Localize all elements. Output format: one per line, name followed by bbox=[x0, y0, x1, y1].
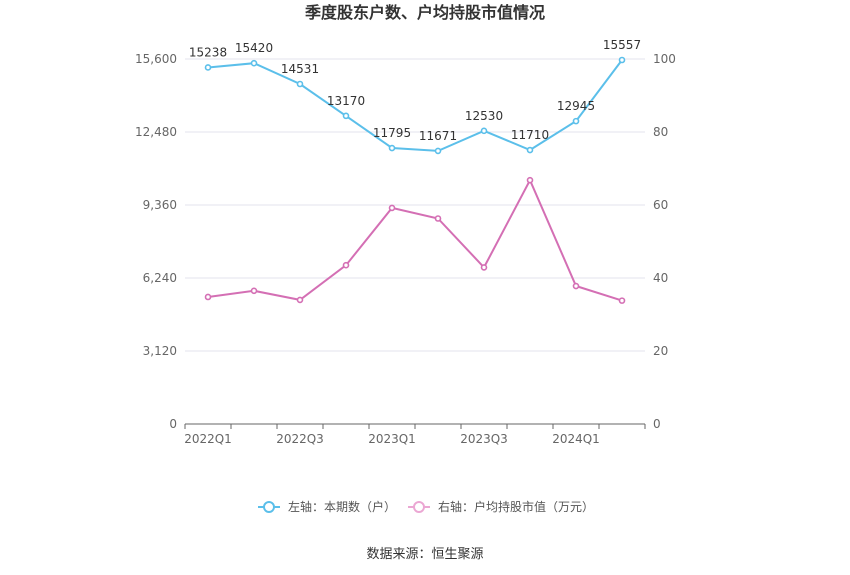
data-label: 12530 bbox=[465, 109, 503, 123]
y-right-tick-label: 100 bbox=[653, 52, 676, 66]
y-right-tick-label: 0 bbox=[653, 417, 661, 431]
data-label: 15238 bbox=[189, 45, 227, 59]
data-point bbox=[480, 127, 488, 135]
series-line-2 bbox=[207, 177, 623, 302]
y-left-tick-label: 0 bbox=[169, 417, 177, 431]
legend-label: 左轴：本期数（户） bbox=[288, 499, 396, 514]
data-point bbox=[618, 56, 626, 64]
y-left-tick-label: 15,600 bbox=[135, 52, 177, 66]
legend: 左轴：本期数（户） 右轴：户均持股市值（万元） bbox=[258, 499, 594, 514]
legend-label: 右轴：户均持股市值（万元） bbox=[438, 499, 594, 514]
data-point bbox=[296, 80, 304, 88]
series-line-1 bbox=[207, 59, 623, 152]
data-point bbox=[388, 204, 396, 212]
data-point bbox=[296, 296, 304, 304]
data-label: 12945 bbox=[557, 99, 595, 113]
y-right-tick-label: 40 bbox=[653, 271, 668, 285]
data-point bbox=[250, 59, 258, 67]
y-left-tick-label: 9,360 bbox=[143, 198, 177, 212]
data-point bbox=[618, 297, 626, 304]
data-point bbox=[250, 287, 258, 295]
y-right-tick-label: 80 bbox=[653, 125, 668, 139]
data-point bbox=[434, 215, 442, 222]
data-label: 11795 bbox=[373, 126, 411, 140]
data-point bbox=[434, 147, 442, 155]
data-label: 15420 bbox=[235, 41, 273, 55]
data-point bbox=[204, 64, 212, 71]
x-tick-label: 2022Q3 bbox=[276, 432, 324, 446]
data-point bbox=[572, 117, 580, 125]
data-label: 11710 bbox=[511, 128, 549, 142]
data-point bbox=[526, 146, 534, 154]
axes: 0 3,120 6,240 9,360 12,480 15,600 0 20 40 60 80 100… bbox=[135, 52, 676, 446]
y-right-tick-label: 60 bbox=[653, 198, 668, 212]
data-source: 数据来源：恒生聚源 bbox=[366, 547, 483, 562]
y-left-tick-label: 6,240 bbox=[143, 271, 177, 285]
grid-lines bbox=[185, 58, 645, 352]
data-point bbox=[204, 293, 212, 301]
x-tick-label: 2022Q1 bbox=[184, 432, 232, 446]
series-lines: 15238 15420 14531 13170 11795 11671 12530 11710… bbox=[189, 38, 641, 304]
data-point bbox=[480, 264, 488, 271]
y-left-tick-label: 12,480 bbox=[135, 125, 177, 139]
y-right-tick-label: 20 bbox=[653, 344, 668, 358]
x-tick-label: 2023Q3 bbox=[460, 432, 508, 446]
data-point bbox=[388, 144, 396, 152]
x-tick-label: 2024Q1 bbox=[552, 432, 600, 446]
data-label: 14531 bbox=[281, 62, 319, 76]
chart-title: 季度股东户数、户均持股市值情况 bbox=[304, 3, 545, 22]
data-label: 15557 bbox=[603, 38, 641, 52]
data-label: 13170 bbox=[327, 94, 365, 108]
data-point bbox=[342, 112, 350, 120]
x-tick-label: 2023Q1 bbox=[368, 432, 416, 446]
data-point bbox=[526, 176, 534, 184]
data-point bbox=[342, 261, 350, 269]
data-label: 11671 bbox=[419, 129, 457, 143]
data-point bbox=[572, 282, 580, 290]
legend-marker bbox=[263, 501, 275, 513]
legend-marker bbox=[413, 501, 425, 513]
y-left-tick-label: 3,120 bbox=[143, 344, 177, 358]
